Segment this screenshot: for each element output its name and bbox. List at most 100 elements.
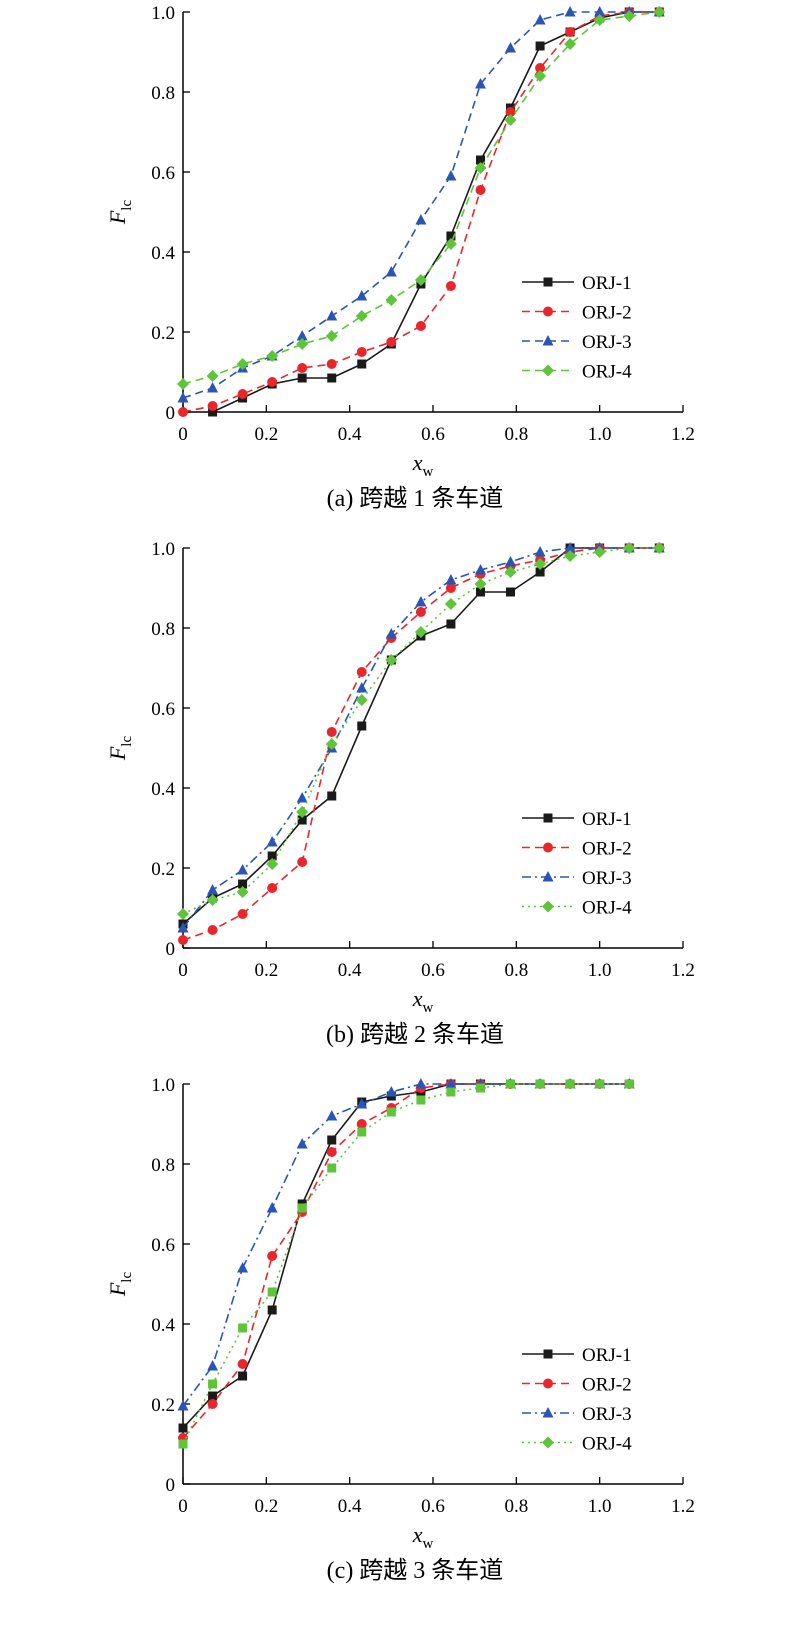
data-point <box>178 1423 188 1433</box>
series-line <box>182 547 660 915</box>
data-point <box>476 155 485 165</box>
data-point <box>207 1360 219 1371</box>
data-point <box>206 894 219 906</box>
data-point <box>535 41 545 51</box>
x-tick-label: 1.2 <box>671 424 695 445</box>
x-tick-label: 0.8 <box>504 960 528 981</box>
legend-marker <box>543 1378 553 1389</box>
y-tick-label: 0 <box>166 939 176 960</box>
data-point <box>178 935 188 945</box>
panel-c: 0 0.2 0.4 0.6 0.8 1.0 1.2 0 0.2 0.4 0.6 0.8 1.0 xw Flc… <box>105 1075 695 1584</box>
data-point <box>415 596 427 607</box>
data-point <box>595 1079 605 1089</box>
data-point <box>565 27 576 37</box>
x-axis-label-sub: w <box>422 464 433 480</box>
data-point <box>385 1086 397 1097</box>
y-axis-label: Flc <box>105 736 135 762</box>
data-point <box>653 6 666 18</box>
legend-marker <box>543 1349 553 1359</box>
y-tick-label: 0.6 <box>151 1235 175 1256</box>
data-point <box>327 1135 337 1145</box>
data-point <box>446 1087 456 1097</box>
data-point <box>356 682 368 693</box>
legend-marker <box>542 364 554 377</box>
data-point <box>446 619 456 629</box>
y-tick-label: 0.8 <box>151 83 175 104</box>
y-axis-label: Flc <box>105 200 135 226</box>
data-point <box>445 170 457 181</box>
y-tick-label: 0.4 <box>151 243 175 264</box>
data-point <box>445 574 457 585</box>
data-point <box>177 1400 189 1411</box>
data-point <box>535 1079 545 1089</box>
legend-label: ORJ-3 <box>582 1404 632 1425</box>
x-tick-label: 1.2 <box>671 960 695 981</box>
legend-label: ORJ-1 <box>582 273 632 294</box>
data-point <box>357 359 367 369</box>
panel-b: 0 0.2 0.4 0.6 0.8 1.0 1.2 0 0.2 0.4 0.6 0.8 1.0 xw Flc… <box>105 539 695 1048</box>
data-point <box>237 1359 248 1369</box>
data-point <box>446 231 456 241</box>
data-point <box>266 1202 278 1213</box>
panel-a: 0 0.2 0.4 0.6 0.8 1.0 1.2 0 0.2 0.4 0.6 0.8 1.0 xw Flc… <box>105 3 695 512</box>
legend-label: ORJ-4 <box>582 1434 632 1455</box>
data-point <box>207 1399 218 1409</box>
legend-label: ORJ-2 <box>582 1375 632 1396</box>
x-axis-label: xw <box>412 986 434 1016</box>
data-point <box>177 392 189 403</box>
data-point <box>296 806 309 818</box>
data-point <box>357 1127 367 1137</box>
data-point <box>505 107 516 117</box>
x-tick-label: 1.2 <box>671 1496 695 1517</box>
legend-marker <box>542 871 554 882</box>
data-point <box>207 884 219 895</box>
y-tick-label: 0.2 <box>151 323 175 344</box>
x-tick-label: 0.4 <box>338 424 362 445</box>
series-line <box>182 1083 630 1439</box>
series-orj-2 <box>178 7 665 417</box>
x-axis-label-sub: w <box>422 1536 433 1552</box>
y-tick-label: 0.6 <box>151 699 175 720</box>
data-point <box>474 162 487 174</box>
data-point <box>356 1098 368 1109</box>
y-axis-label-main: F <box>105 746 130 761</box>
data-point <box>506 587 515 597</box>
x-tick-label: 0 <box>178 1496 188 1517</box>
data-point <box>207 401 218 411</box>
data-point <box>326 310 338 321</box>
data-point <box>327 373 337 383</box>
data-point <box>327 1163 337 1173</box>
data-point <box>386 337 397 347</box>
legend-marker <box>543 277 553 287</box>
y-tick-label: 0.2 <box>151 1395 175 1416</box>
data-point <box>534 546 546 557</box>
data-point <box>355 694 368 706</box>
data-point <box>534 558 547 570</box>
data-point <box>534 14 546 25</box>
data-point <box>565 1079 575 1089</box>
data-point <box>356 290 368 301</box>
x-tick-label: 1.0 <box>588 960 612 981</box>
y-tick-label: 1.0 <box>151 539 175 560</box>
data-point <box>207 382 219 393</box>
data-point <box>236 358 249 370</box>
x-axis-label-main: x <box>412 450 423 475</box>
x-tick-label: 0.2 <box>254 960 278 981</box>
data-point <box>297 815 307 825</box>
data-point <box>505 556 516 567</box>
data-point <box>444 598 457 610</box>
data-point <box>475 564 486 575</box>
data-point <box>267 1305 277 1315</box>
y-axis-label-main: F <box>105 210 130 225</box>
y-tick-label: 0.8 <box>151 619 175 640</box>
x-tick-label: 0.2 <box>254 424 278 445</box>
data-point <box>593 14 606 26</box>
legend-label: ORJ-3 <box>582 868 632 889</box>
data-point <box>326 359 337 369</box>
x-tick-label: 0.8 <box>504 1496 528 1517</box>
series-line <box>182 1083 630 1445</box>
data-point <box>504 114 517 126</box>
data-point <box>504 566 517 578</box>
y-tick-label: 0.4 <box>151 779 175 800</box>
